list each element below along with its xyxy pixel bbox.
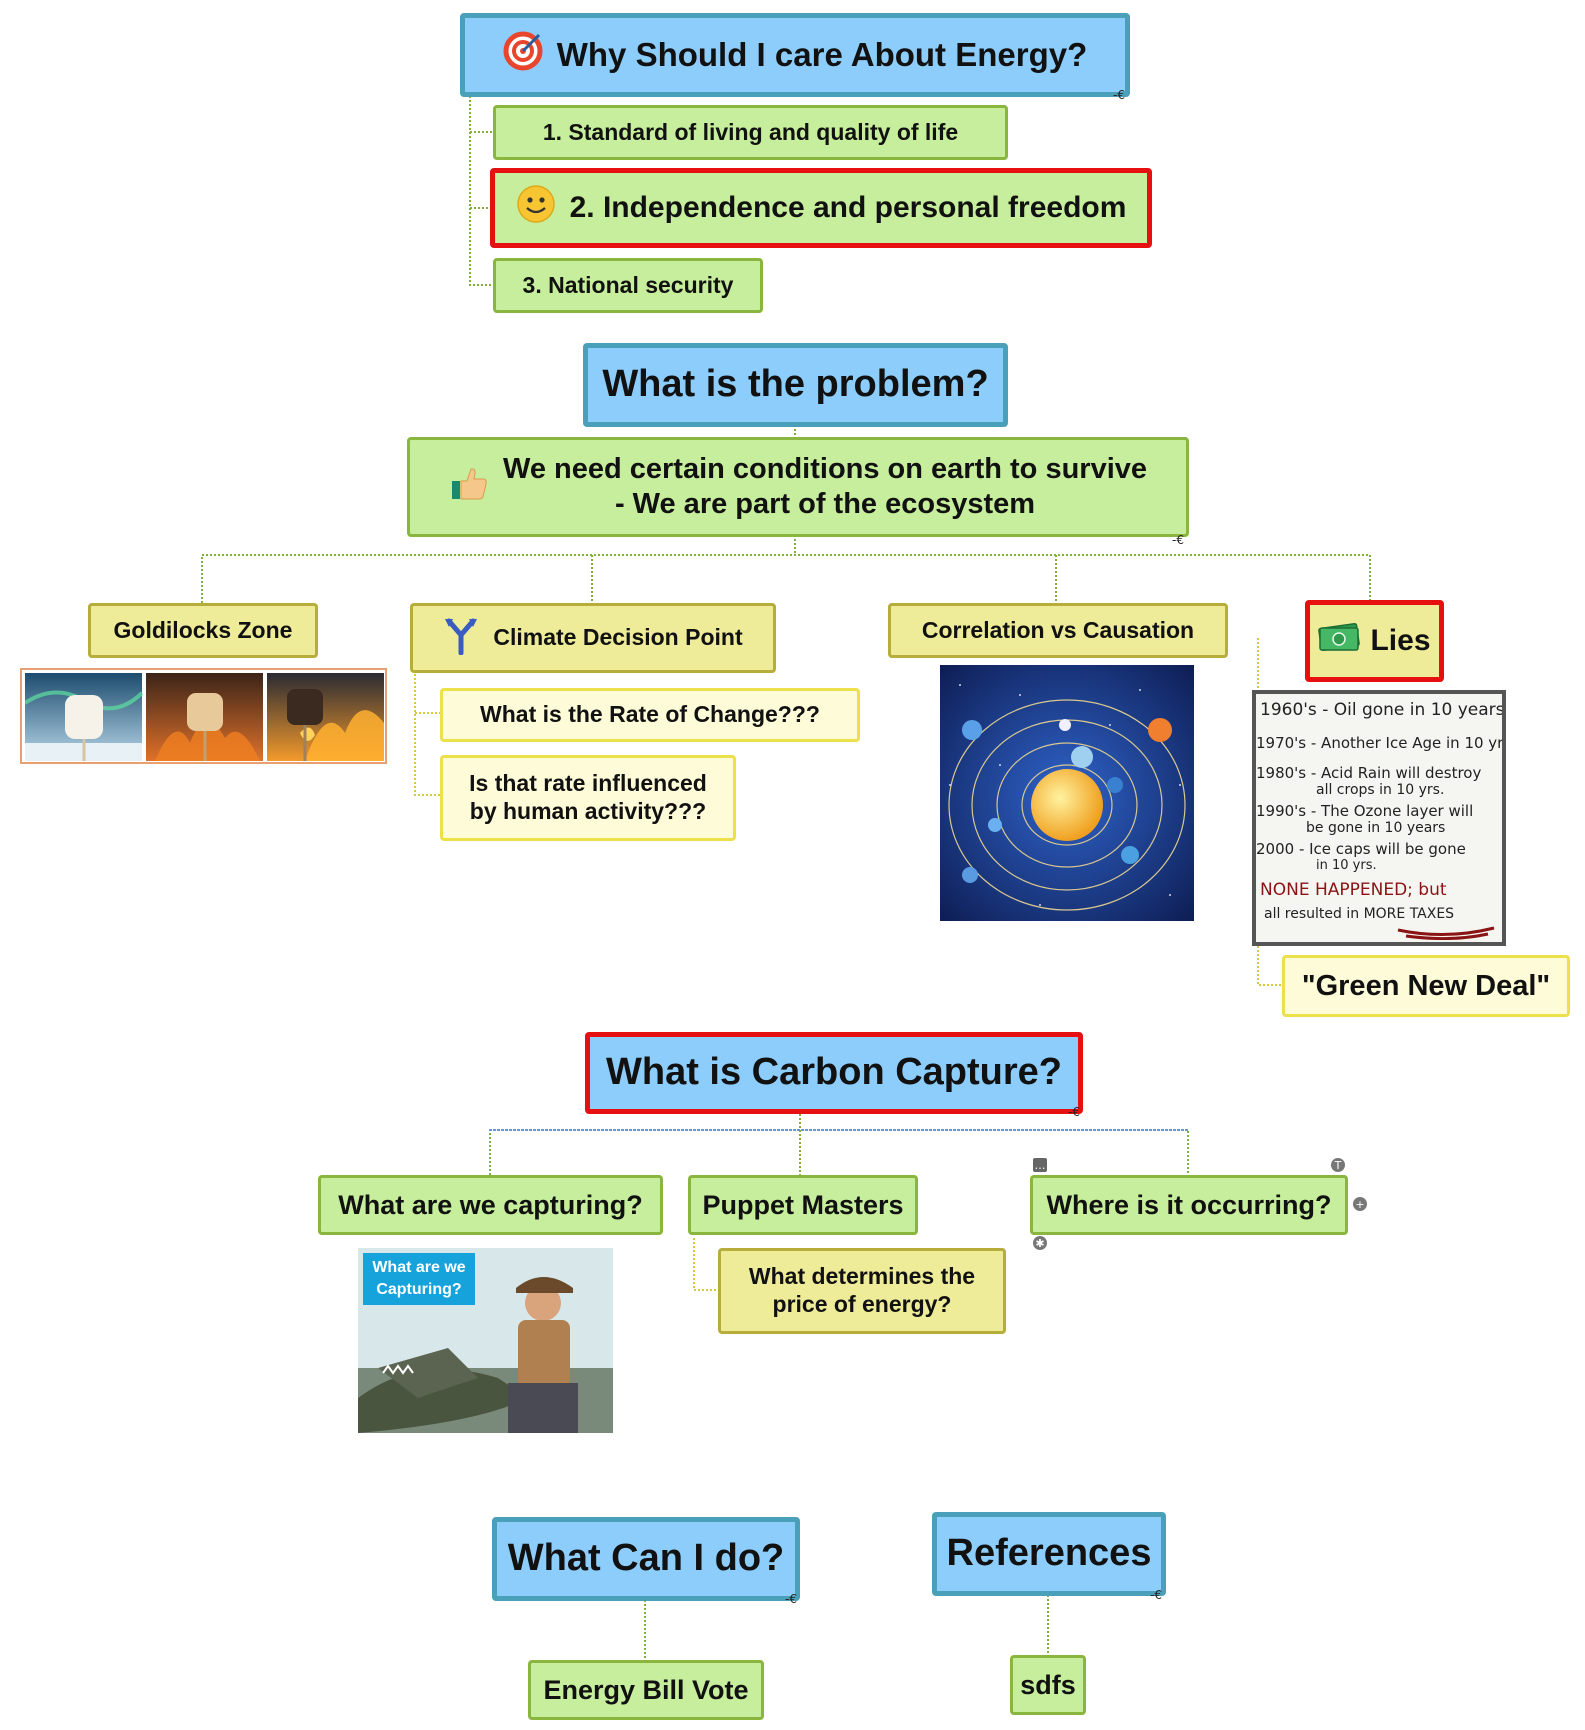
money-icon [1318, 620, 1361, 663]
settings-icon[interactable]: ✱ [1033, 1236, 1047, 1250]
problem-statement-text: We need certain conditions on earth to s… [503, 452, 1147, 522]
add-child-icon[interactable]: + [1353, 1197, 1367, 1211]
branch-label: Climate Decision Point [493, 624, 743, 651]
puppet-price-question[interactable]: What determines the price of energy? [718, 1248, 1006, 1334]
branch-label: sdfs [1020, 1669, 1076, 1700]
caption-line: Capturing? [376, 1281, 462, 1298]
collapse-toggle[interactable]: -€ [1172, 533, 1184, 547]
note-line: 1970's - Another Ice Age in 10 yrs. [1256, 734, 1506, 752]
collapse-toggle[interactable]: -€ [785, 1592, 797, 1606]
branch-correlation-vs-causation[interactable]: Correlation vs Causation [888, 603, 1228, 658]
note-line: 1990's - The Ozone layer will [1256, 802, 1474, 820]
marshmallow-images [20, 668, 387, 764]
carbon-puppet-masters[interactable]: Puppet Masters [688, 1175, 918, 1235]
decision-question-rate[interactable]: What is the Rate of Change??? [440, 688, 860, 742]
connector [469, 96, 493, 286]
collapse-toggle[interactable]: -€ [1113, 88, 1125, 102]
topic-why-care-about-energy[interactable]: Why Should I care About Energy? [460, 13, 1130, 97]
branch-label: "Green New Deal" [1301, 969, 1551, 1002]
references-sdfs[interactable]: sdfs [1010, 1655, 1086, 1715]
note-line: be gone in 10 years [1306, 820, 1446, 836]
topic-title: References [946, 1532, 1152, 1575]
note-line: 1960's - Oil gone in 10 years [1260, 700, 1505, 720]
note-line: all crops in 10 yrs. [1316, 782, 1445, 798]
statement-line: We need certain conditions on earth to s… [502, 453, 1148, 486]
branch-label: What are we capturing? [338, 1189, 643, 1220]
note-line: 1980's - Acid Rain will destroy [1256, 764, 1482, 782]
underline-scribble [1397, 926, 1495, 940]
question-label: What is the Rate of Change??? [480, 701, 820, 728]
branch-label: Puppet Masters [702, 1189, 904, 1220]
connector [414, 670, 440, 796]
topic-title: What is Carbon Capture? [605, 1051, 1063, 1094]
target-icon [503, 31, 543, 80]
note-line: all resulted in MORE TAXES [1264, 906, 1455, 922]
note-line: in 10 yrs. [1316, 858, 1377, 873]
branch-label: Lies [1370, 624, 1431, 657]
topic-what-can-i-do[interactable]: What Can I do? [492, 1517, 800, 1601]
crocodile-hunter-image: What are we Capturing? [358, 1248, 613, 1433]
carbon-where-is-it-occurring[interactable]: Where is it occurring? [1030, 1175, 1348, 1235]
branch-climate-decision-point[interactable]: Climate Decision Point [410, 603, 776, 673]
lies-green-new-deal[interactable]: "Green New Deal" [1282, 955, 1570, 1017]
carbon-what-are-we-capturing[interactable]: What are we capturing? [318, 1175, 663, 1235]
collapse-toggle[interactable]: -€ [1068, 1105, 1080, 1119]
question-line: price of energy? [772, 1291, 952, 1317]
note-line: NONE HAPPENED; but [1260, 880, 1447, 900]
topic-title: What is the problem? [602, 363, 989, 406]
energy-item-1[interactable]: 1. Standard of living and quality of lif… [493, 105, 1008, 160]
connector [489, 1129, 1189, 1175]
branch-label: Correlation vs Causation [921, 616, 1195, 643]
decision-question-human[interactable]: Is that rate influenced by human activit… [440, 755, 736, 841]
collapse-toggle[interactable]: -€ [1150, 1588, 1162, 1602]
branch-label: Where is it occurring? [1046, 1189, 1332, 1220]
topic-references[interactable]: References [932, 1512, 1166, 1596]
action-energy-bill-vote[interactable]: Energy Bill Vote [528, 1660, 764, 1720]
branch-label: Energy Bill Vote [543, 1674, 749, 1705]
energy-item-2[interactable]: 2. Independence and personal freedom [490, 168, 1152, 248]
topic-title: Why Should I care About Energy? [556, 36, 1088, 74]
problem-statement[interactable]: We need certain conditions on earth to s… [407, 437, 1189, 537]
lies-whiteboard-note: 1960's - Oil gone in 10 years 1970's - A… [1252, 690, 1506, 946]
branch-lies[interactable]: Lies [1305, 600, 1444, 682]
energy-item-label: 1. Standard of living and quality of lif… [542, 118, 959, 145]
branch-goldilocks-zone[interactable]: Goldilocks Zone [88, 603, 318, 658]
energy-item-label: 2. Independence and personal freedom [569, 191, 1127, 224]
connector [693, 1238, 718, 1291]
topic-title: What Can I do? [507, 1537, 785, 1580]
question-line: by human activity??? [469, 798, 707, 824]
energy-item-3[interactable]: 3. National security [493, 258, 763, 313]
fork-arrow-icon [443, 615, 479, 662]
photo-caption: What are we Capturing? [363, 1253, 475, 1305]
thumbs-up-icon [449, 463, 489, 512]
note-line: 2000 - Ice caps will be gone [1256, 840, 1466, 858]
caption-line: What are we [372, 1259, 466, 1277]
topic-what-is-carbon-capture[interactable]: What is Carbon Capture? [585, 1032, 1083, 1114]
question-line: Is that rate influenced [469, 770, 707, 797]
notes-icon[interactable]: … [1033, 1158, 1047, 1172]
solar-system-image [940, 665, 1194, 921]
connector [201, 554, 1371, 603]
add-topic-icon[interactable]: T [1331, 1158, 1345, 1172]
branch-label: Goldilocks Zone [113, 616, 293, 643]
question-line: What determines the [748, 1263, 976, 1290]
topic-what-is-the-problem[interactable]: What is the problem? [583, 343, 1008, 427]
smiley-icon [516, 184, 556, 233]
energy-item-label: 3. National security [522, 271, 734, 298]
statement-line: - We are part of the ecosystem [614, 488, 1036, 520]
